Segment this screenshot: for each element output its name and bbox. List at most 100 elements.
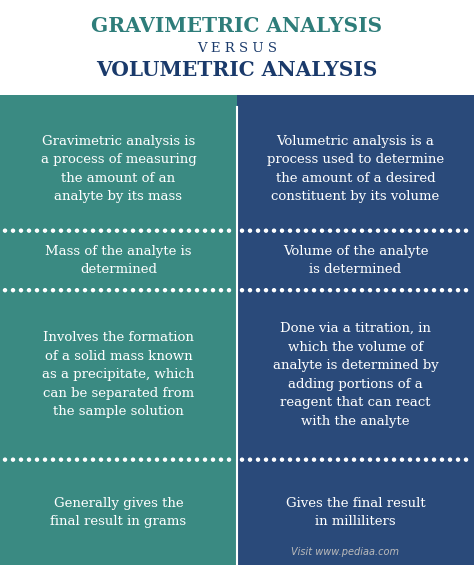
Circle shape [172, 289, 174, 292]
Circle shape [219, 229, 222, 232]
Circle shape [328, 289, 331, 292]
Circle shape [264, 229, 267, 232]
Circle shape [3, 289, 7, 292]
Circle shape [440, 229, 444, 232]
Circle shape [180, 289, 182, 292]
Text: VOLUMETRIC ANALYSIS: VOLUMETRIC ANALYSIS [96, 60, 378, 80]
Circle shape [312, 289, 316, 292]
Circle shape [425, 458, 428, 461]
Circle shape [19, 289, 22, 292]
Circle shape [188, 229, 191, 232]
Circle shape [281, 289, 283, 292]
Circle shape [11, 458, 15, 461]
Circle shape [248, 458, 252, 461]
Circle shape [240, 458, 244, 461]
Circle shape [273, 229, 275, 232]
Circle shape [304, 229, 308, 232]
Circle shape [164, 289, 166, 292]
Circle shape [124, 289, 127, 292]
Circle shape [353, 458, 356, 461]
Circle shape [116, 289, 118, 292]
Circle shape [273, 458, 275, 461]
Circle shape [248, 289, 252, 292]
Circle shape [3, 458, 7, 461]
Circle shape [289, 458, 292, 461]
Circle shape [392, 458, 395, 461]
Circle shape [36, 289, 38, 292]
Circle shape [27, 458, 30, 461]
Circle shape [180, 229, 182, 232]
Circle shape [188, 458, 191, 461]
Circle shape [432, 229, 436, 232]
Circle shape [116, 229, 118, 232]
Circle shape [164, 458, 166, 461]
Circle shape [172, 229, 174, 232]
Circle shape [401, 229, 403, 232]
Circle shape [384, 458, 388, 461]
Circle shape [256, 458, 259, 461]
Circle shape [11, 289, 15, 292]
Circle shape [67, 458, 71, 461]
Circle shape [60, 229, 63, 232]
Text: Gravimetric analysis is
a process of measuring
the amount of an
analyte by its m: Gravimetric analysis is a process of mea… [41, 134, 196, 203]
Circle shape [52, 289, 55, 292]
Circle shape [384, 229, 388, 232]
Circle shape [337, 458, 339, 461]
Circle shape [52, 458, 55, 461]
Circle shape [83, 229, 86, 232]
Circle shape [139, 289, 143, 292]
Circle shape [124, 458, 127, 461]
Circle shape [219, 458, 222, 461]
Text: Generally gives the
final result in grams: Generally gives the final result in gram… [50, 497, 187, 528]
Circle shape [281, 458, 283, 461]
Circle shape [312, 229, 316, 232]
Circle shape [203, 289, 207, 292]
Text: Done via a titration, in
which the volume of
analyte is determined by
adding por: Done via a titration, in which the volum… [273, 322, 438, 428]
Circle shape [361, 229, 364, 232]
Circle shape [328, 458, 331, 461]
Bar [0, 290, 237, 460]
Circle shape [440, 289, 444, 292]
Circle shape [417, 458, 419, 461]
Circle shape [67, 229, 71, 232]
Circle shape [155, 289, 158, 292]
Circle shape [60, 289, 63, 292]
Circle shape [368, 229, 372, 232]
Circle shape [273, 289, 275, 292]
Circle shape [155, 458, 158, 461]
Circle shape [211, 289, 215, 292]
Circle shape [456, 289, 459, 292]
Text: Volume of the analyte
is determined: Volume of the analyte is determined [283, 245, 428, 276]
Circle shape [27, 229, 30, 232]
Circle shape [164, 229, 166, 232]
Circle shape [27, 289, 30, 292]
Circle shape [409, 458, 411, 461]
Circle shape [264, 289, 267, 292]
Circle shape [392, 289, 395, 292]
Bar [0, 107, 237, 231]
Circle shape [211, 229, 215, 232]
Circle shape [124, 229, 127, 232]
Circle shape [337, 229, 339, 232]
Circle shape [131, 289, 135, 292]
Circle shape [44, 229, 46, 232]
Circle shape [131, 229, 135, 232]
Circle shape [36, 229, 38, 232]
Circle shape [203, 229, 207, 232]
Circle shape [281, 229, 283, 232]
Circle shape [228, 229, 230, 232]
Bar [0, 95, 237, 107]
Circle shape [228, 289, 230, 292]
Circle shape [448, 458, 452, 461]
Text: Visit www.pediaa.com: Visit www.pediaa.com [292, 547, 400, 557]
Circle shape [108, 289, 110, 292]
Text: Mass of the analyte is
determined: Mass of the analyte is determined [45, 245, 192, 276]
Circle shape [108, 458, 110, 461]
Circle shape [353, 229, 356, 232]
Text: V E R S U S: V E R S U S [197, 42, 277, 55]
Circle shape [211, 458, 215, 461]
Circle shape [376, 289, 380, 292]
Bar [237, 95, 474, 107]
Circle shape [75, 229, 79, 232]
Text: Involves the formation
of a solid mass known
as a precipitate, which
can be sepa: Involves the formation of a solid mass k… [42, 332, 195, 419]
